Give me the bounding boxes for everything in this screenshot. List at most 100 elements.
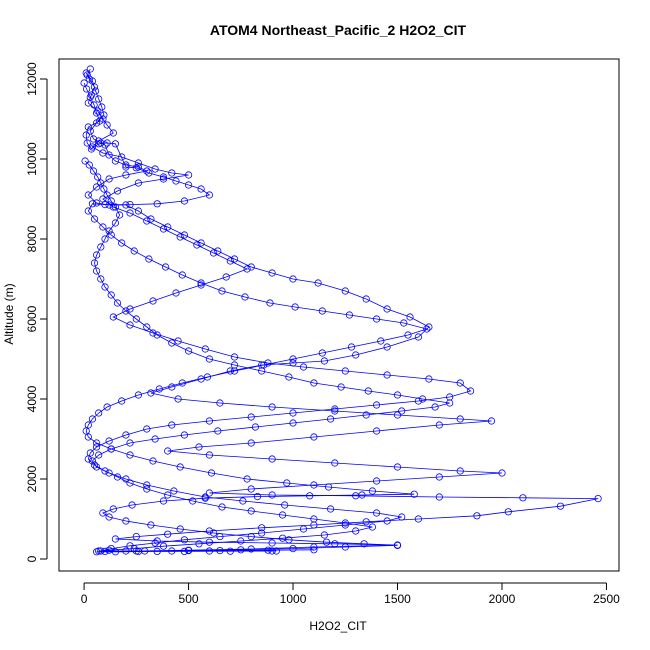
data-point [126,451,134,459]
data-point [90,215,99,223]
data-point [237,537,245,545]
data-point [299,525,308,533]
data-point [498,469,506,477]
data-point [93,251,101,259]
data-point [314,279,322,287]
data-point [176,463,184,471]
data-point [289,359,297,367]
data-point [310,379,318,387]
data-point [205,451,213,459]
data-point [285,536,293,544]
data-point [362,518,370,526]
data-point [107,445,115,453]
data-point [210,529,218,537]
data-point [268,455,276,463]
data-point [132,315,140,323]
data-point [164,491,172,499]
data-point [88,415,97,423]
data-point [113,187,122,195]
data-point [122,201,130,209]
data-point [310,433,318,441]
data-point [101,235,109,243]
data-point [230,367,239,375]
data-point [92,87,100,95]
data-point [214,427,222,435]
data-point [216,532,224,541]
data-point [105,513,113,521]
data-point [93,267,101,275]
data-point [289,409,297,417]
data-point [299,363,308,371]
data-point [180,547,188,556]
data-point [281,501,289,509]
data-point [435,421,443,429]
data-point [247,413,255,421]
data-point [176,525,184,533]
data-point [111,535,120,543]
data-point [111,219,120,227]
data-point [143,425,151,433]
data-point [504,508,512,516]
data-point [95,137,103,145]
data-point [358,491,366,499]
data-point [126,209,134,217]
data-point [423,325,431,333]
data-point [168,383,176,391]
data-point [189,497,197,505]
data-point [103,139,111,147]
data-point [147,521,155,529]
data-point [345,311,353,319]
data-point [352,527,360,535]
data-point [410,490,418,498]
data-point [90,461,99,469]
data-point [151,165,159,173]
data-point [122,307,130,315]
data-point [398,407,406,415]
data-point [243,265,251,273]
data-point [306,492,314,500]
data-point [185,546,193,555]
data-point [372,509,381,517]
data-point [174,337,182,345]
data-point [341,519,349,527]
data-point [289,355,297,363]
data-point [88,457,97,465]
y-tick-label: 6000 [25,305,39,332]
data-point [95,140,103,148]
data-point [414,397,422,405]
data-point [383,371,391,379]
y-tick-label: 2000 [25,465,39,492]
data-point [122,171,130,179]
data-point [205,538,213,546]
data-point [487,417,496,425]
data-point [82,69,90,77]
data-point [81,157,89,165]
data-point [331,407,339,415]
data-point [126,542,134,550]
data-point [159,175,168,183]
data-point [201,494,209,502]
data-point [126,439,134,447]
data-point [197,185,205,193]
data-point [218,287,226,295]
data-point [247,263,255,271]
data-point [226,367,234,375]
data-point [103,403,111,411]
data-point [237,546,245,554]
data-point [86,65,94,73]
data-point [226,257,234,265]
data-points [80,65,602,556]
data-point [178,379,186,387]
data-point [126,321,134,329]
data-point [149,457,157,465]
data-point [203,373,211,381]
data-point [197,375,205,383]
data-point [360,540,368,548]
data-point [83,139,91,147]
data-point [105,175,113,183]
data-point [326,415,335,423]
data-point [109,129,117,137]
data-point [168,547,176,555]
data-point [473,512,481,520]
data-point [111,140,120,148]
